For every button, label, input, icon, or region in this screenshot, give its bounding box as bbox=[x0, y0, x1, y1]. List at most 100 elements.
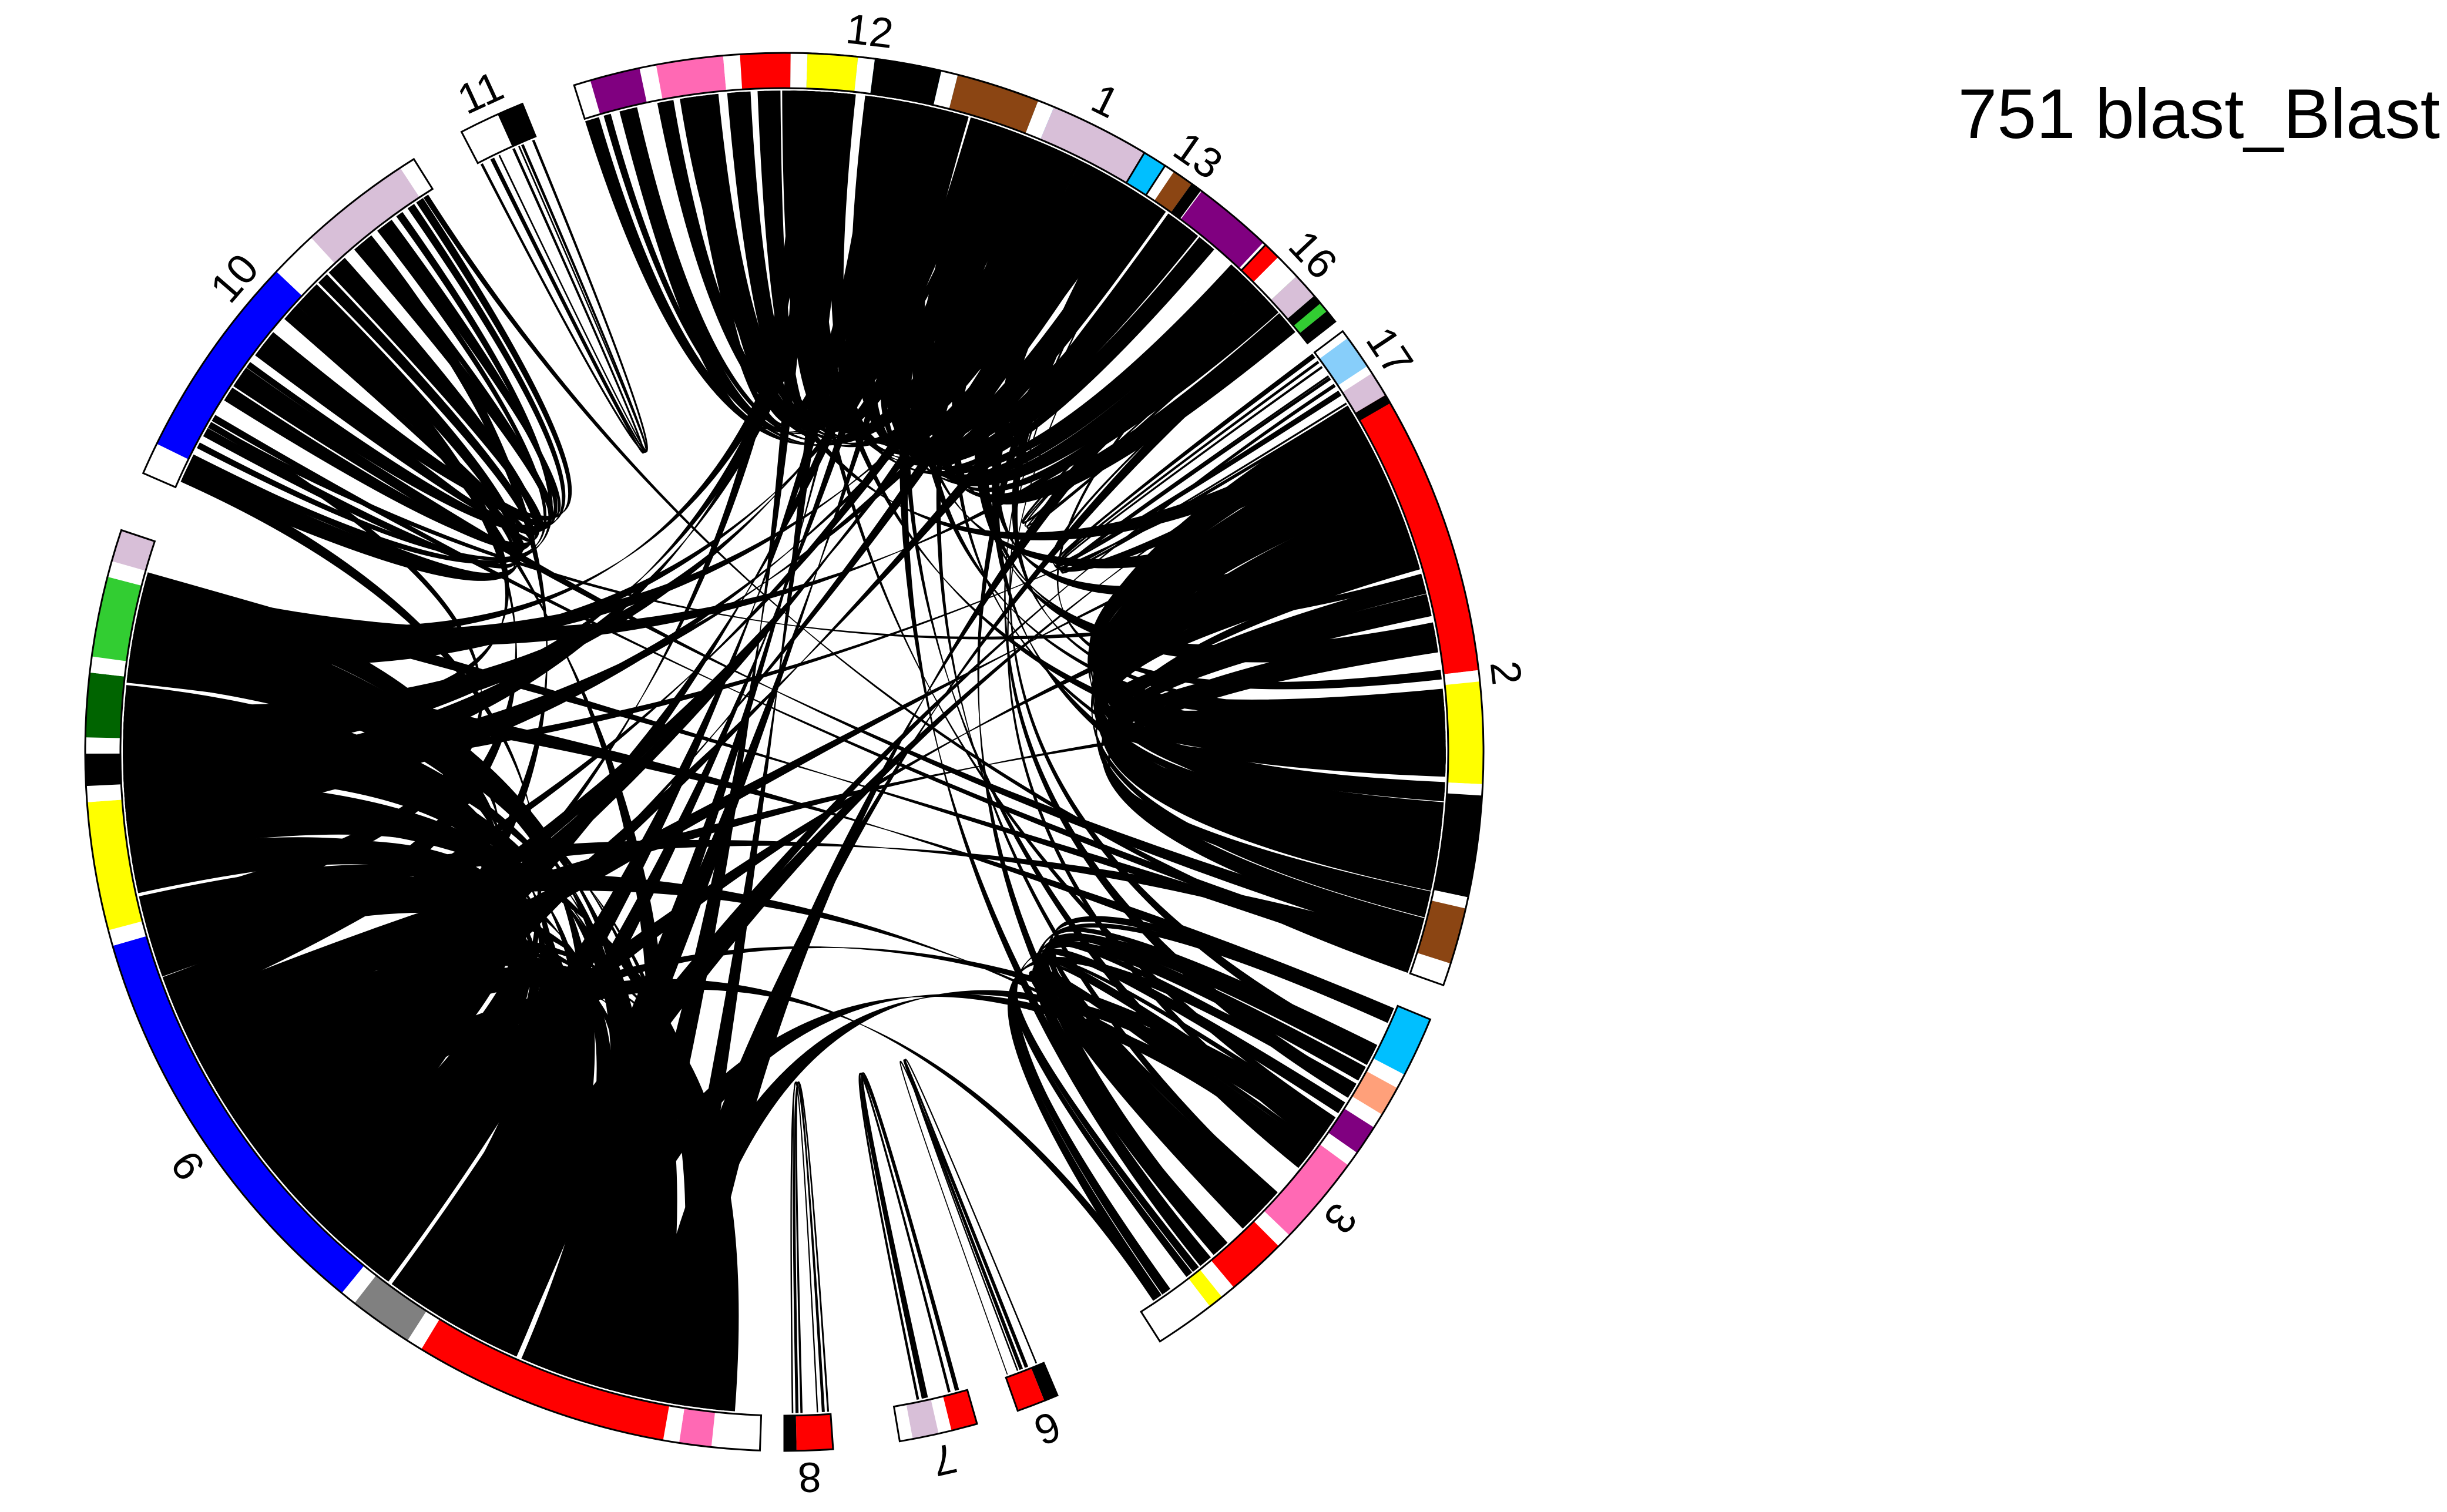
chromosome-3-band-11 bbox=[1141, 1278, 1210, 1342]
chromosome-12-band-11 bbox=[949, 75, 1039, 134]
chromosome-1-band-2 bbox=[1180, 191, 1264, 268]
chromosome-3-band-0 bbox=[1373, 1006, 1431, 1075]
chromosome-16 bbox=[1240, 243, 1321, 327]
chromosome-3-outline bbox=[1140, 1004, 1432, 1343]
chromosome-12-band-0 bbox=[574, 80, 600, 119]
link-ribbon bbox=[391, 106, 943, 1303]
chromosome-6-band-1 bbox=[1006, 1367, 1045, 1411]
chromosome-10-band-1 bbox=[156, 271, 303, 459]
chromosome-8-band-1 bbox=[784, 1415, 797, 1451]
chromosome-label-7: 7 bbox=[928, 1434, 961, 1485]
link-ribbon bbox=[1056, 284, 1442, 690]
link-ribbon bbox=[437, 384, 1336, 1328]
chromosome-12-band-13 bbox=[1040, 107, 1144, 183]
chromosome-label-2: 2 bbox=[1481, 658, 1530, 687]
chromosome-6 bbox=[1005, 1362, 1059, 1412]
chromosome-17-outline bbox=[1313, 330, 1391, 422]
chromosome-2-band-3 bbox=[1445, 681, 1483, 784]
link-ribbon bbox=[1099, 477, 1445, 802]
chromosome-3-band-10 bbox=[1188, 1269, 1222, 1307]
link-ribbon bbox=[899, 1060, 1027, 1375]
chromosome-7-outline bbox=[892, 1389, 978, 1443]
chromosome-16-band-2 bbox=[1270, 276, 1314, 319]
chromosome-9-band-11 bbox=[85, 753, 122, 787]
link-ribbon bbox=[138, 92, 847, 636]
chromosome-9 bbox=[84, 529, 763, 1451]
chromosome-12 bbox=[573, 52, 1146, 184]
chromosome-9-band-8 bbox=[108, 921, 147, 946]
chromosome-13-band-1 bbox=[1154, 171, 1192, 213]
chromosome-3-band-9 bbox=[1200, 1260, 1234, 1298]
link-ribbon bbox=[952, 130, 1442, 834]
chromosome-9-band-16 bbox=[107, 561, 146, 586]
link-ribbon bbox=[491, 144, 647, 453]
link-ribbon bbox=[977, 187, 1226, 1254]
links-13-3 bbox=[1004, 197, 1375, 1145]
chromosome-8-outline bbox=[783, 1413, 834, 1452]
chromosome-9-band-3 bbox=[421, 1319, 670, 1440]
chromosome-2 bbox=[1346, 380, 1485, 987]
link-ribbon bbox=[535, 994, 1315, 1379]
chromosome-3-band-3 bbox=[1344, 1096, 1382, 1128]
chromosome-1-band-5 bbox=[1299, 311, 1335, 344]
chromosome-12-outline bbox=[573, 52, 1146, 184]
chromosome-label-1: 1 bbox=[1085, 75, 1126, 127]
chromosome-12-band-4 bbox=[723, 54, 743, 91]
chromosome-9-band-1 bbox=[679, 1408, 716, 1447]
chromosome-7 bbox=[892, 1389, 978, 1443]
chromosome-9-outline bbox=[84, 529, 763, 1451]
link-ribbon bbox=[1056, 366, 1341, 567]
link-ribbon bbox=[1009, 201, 1375, 1060]
chromosome-12-band-12 bbox=[1025, 100, 1054, 140]
link-ribbon bbox=[936, 128, 1277, 1200]
links-6-6 bbox=[899, 1059, 1038, 1375]
chromosome-2-band-2 bbox=[1444, 670, 1480, 686]
link-ribbon bbox=[123, 417, 1357, 789]
link-ribbon bbox=[123, 290, 509, 726]
link-ribbon bbox=[423, 194, 1411, 973]
chromosome-6-band-0 bbox=[1031, 1363, 1058, 1401]
links-8-8 bbox=[790, 1081, 830, 1413]
chromosome-9-band-14 bbox=[89, 656, 127, 677]
link-ribbon bbox=[261, 309, 532, 542]
link-ribbon bbox=[795, 1081, 824, 1413]
chromosome-2-outline bbox=[1346, 380, 1485, 987]
chromosome-label-3: 3 bbox=[1315, 1194, 1366, 1242]
link-ribbon bbox=[207, 465, 1384, 1106]
chromosome-7-band-1 bbox=[931, 1396, 952, 1434]
chromosome-6-outline bbox=[1005, 1362, 1059, 1412]
link-ribbon bbox=[1056, 354, 1350, 569]
chromosome-12-band-1 bbox=[590, 68, 647, 115]
link-ribbon bbox=[793, 90, 1336, 1124]
link-ribbon bbox=[173, 700, 1445, 1031]
links-12-3 bbox=[899, 109, 1277, 1266]
chromosome-3-band-8 bbox=[1211, 1221, 1279, 1288]
chromosome-12-band-2 bbox=[639, 65, 663, 103]
chromosome-9-band-12 bbox=[85, 737, 121, 754]
chromosome-17-band-3 bbox=[1342, 373, 1386, 414]
chromosome-13 bbox=[1144, 164, 1201, 220]
link-ribbon bbox=[143, 572, 1414, 967]
link-ribbon bbox=[861, 1072, 958, 1398]
links-2-9 bbox=[142, 465, 1445, 1232]
chromosome-10 bbox=[142, 157, 434, 489]
link-ribbon bbox=[905, 1059, 1038, 1371]
link-ribbon bbox=[123, 92, 855, 805]
chromosome-10-band-0 bbox=[143, 443, 189, 488]
chromosome-13-band-0 bbox=[1146, 165, 1174, 201]
link-ribbon bbox=[1012, 190, 1445, 714]
chromosome-16-band-1 bbox=[1253, 257, 1297, 300]
chromosome-16-band-3 bbox=[1287, 295, 1320, 325]
chromosome-9-band-17 bbox=[112, 530, 155, 571]
link-ribbon bbox=[180, 470, 542, 1272]
chromosome-12-band-10 bbox=[933, 70, 958, 109]
chromosome-3-band-2 bbox=[1352, 1071, 1398, 1115]
chromosome-3-band-7 bbox=[1254, 1211, 1290, 1246]
link-ribbon bbox=[306, 533, 1412, 1232]
chromosome-10-band-2 bbox=[276, 237, 335, 296]
chromosome-2-band-4 bbox=[1446, 782, 1483, 796]
chromosome-9-band-10 bbox=[86, 784, 122, 802]
link-ribbon bbox=[1051, 316, 1369, 572]
link-ribbon bbox=[126, 653, 1394, 1022]
link-ribbon bbox=[297, 297, 670, 1396]
